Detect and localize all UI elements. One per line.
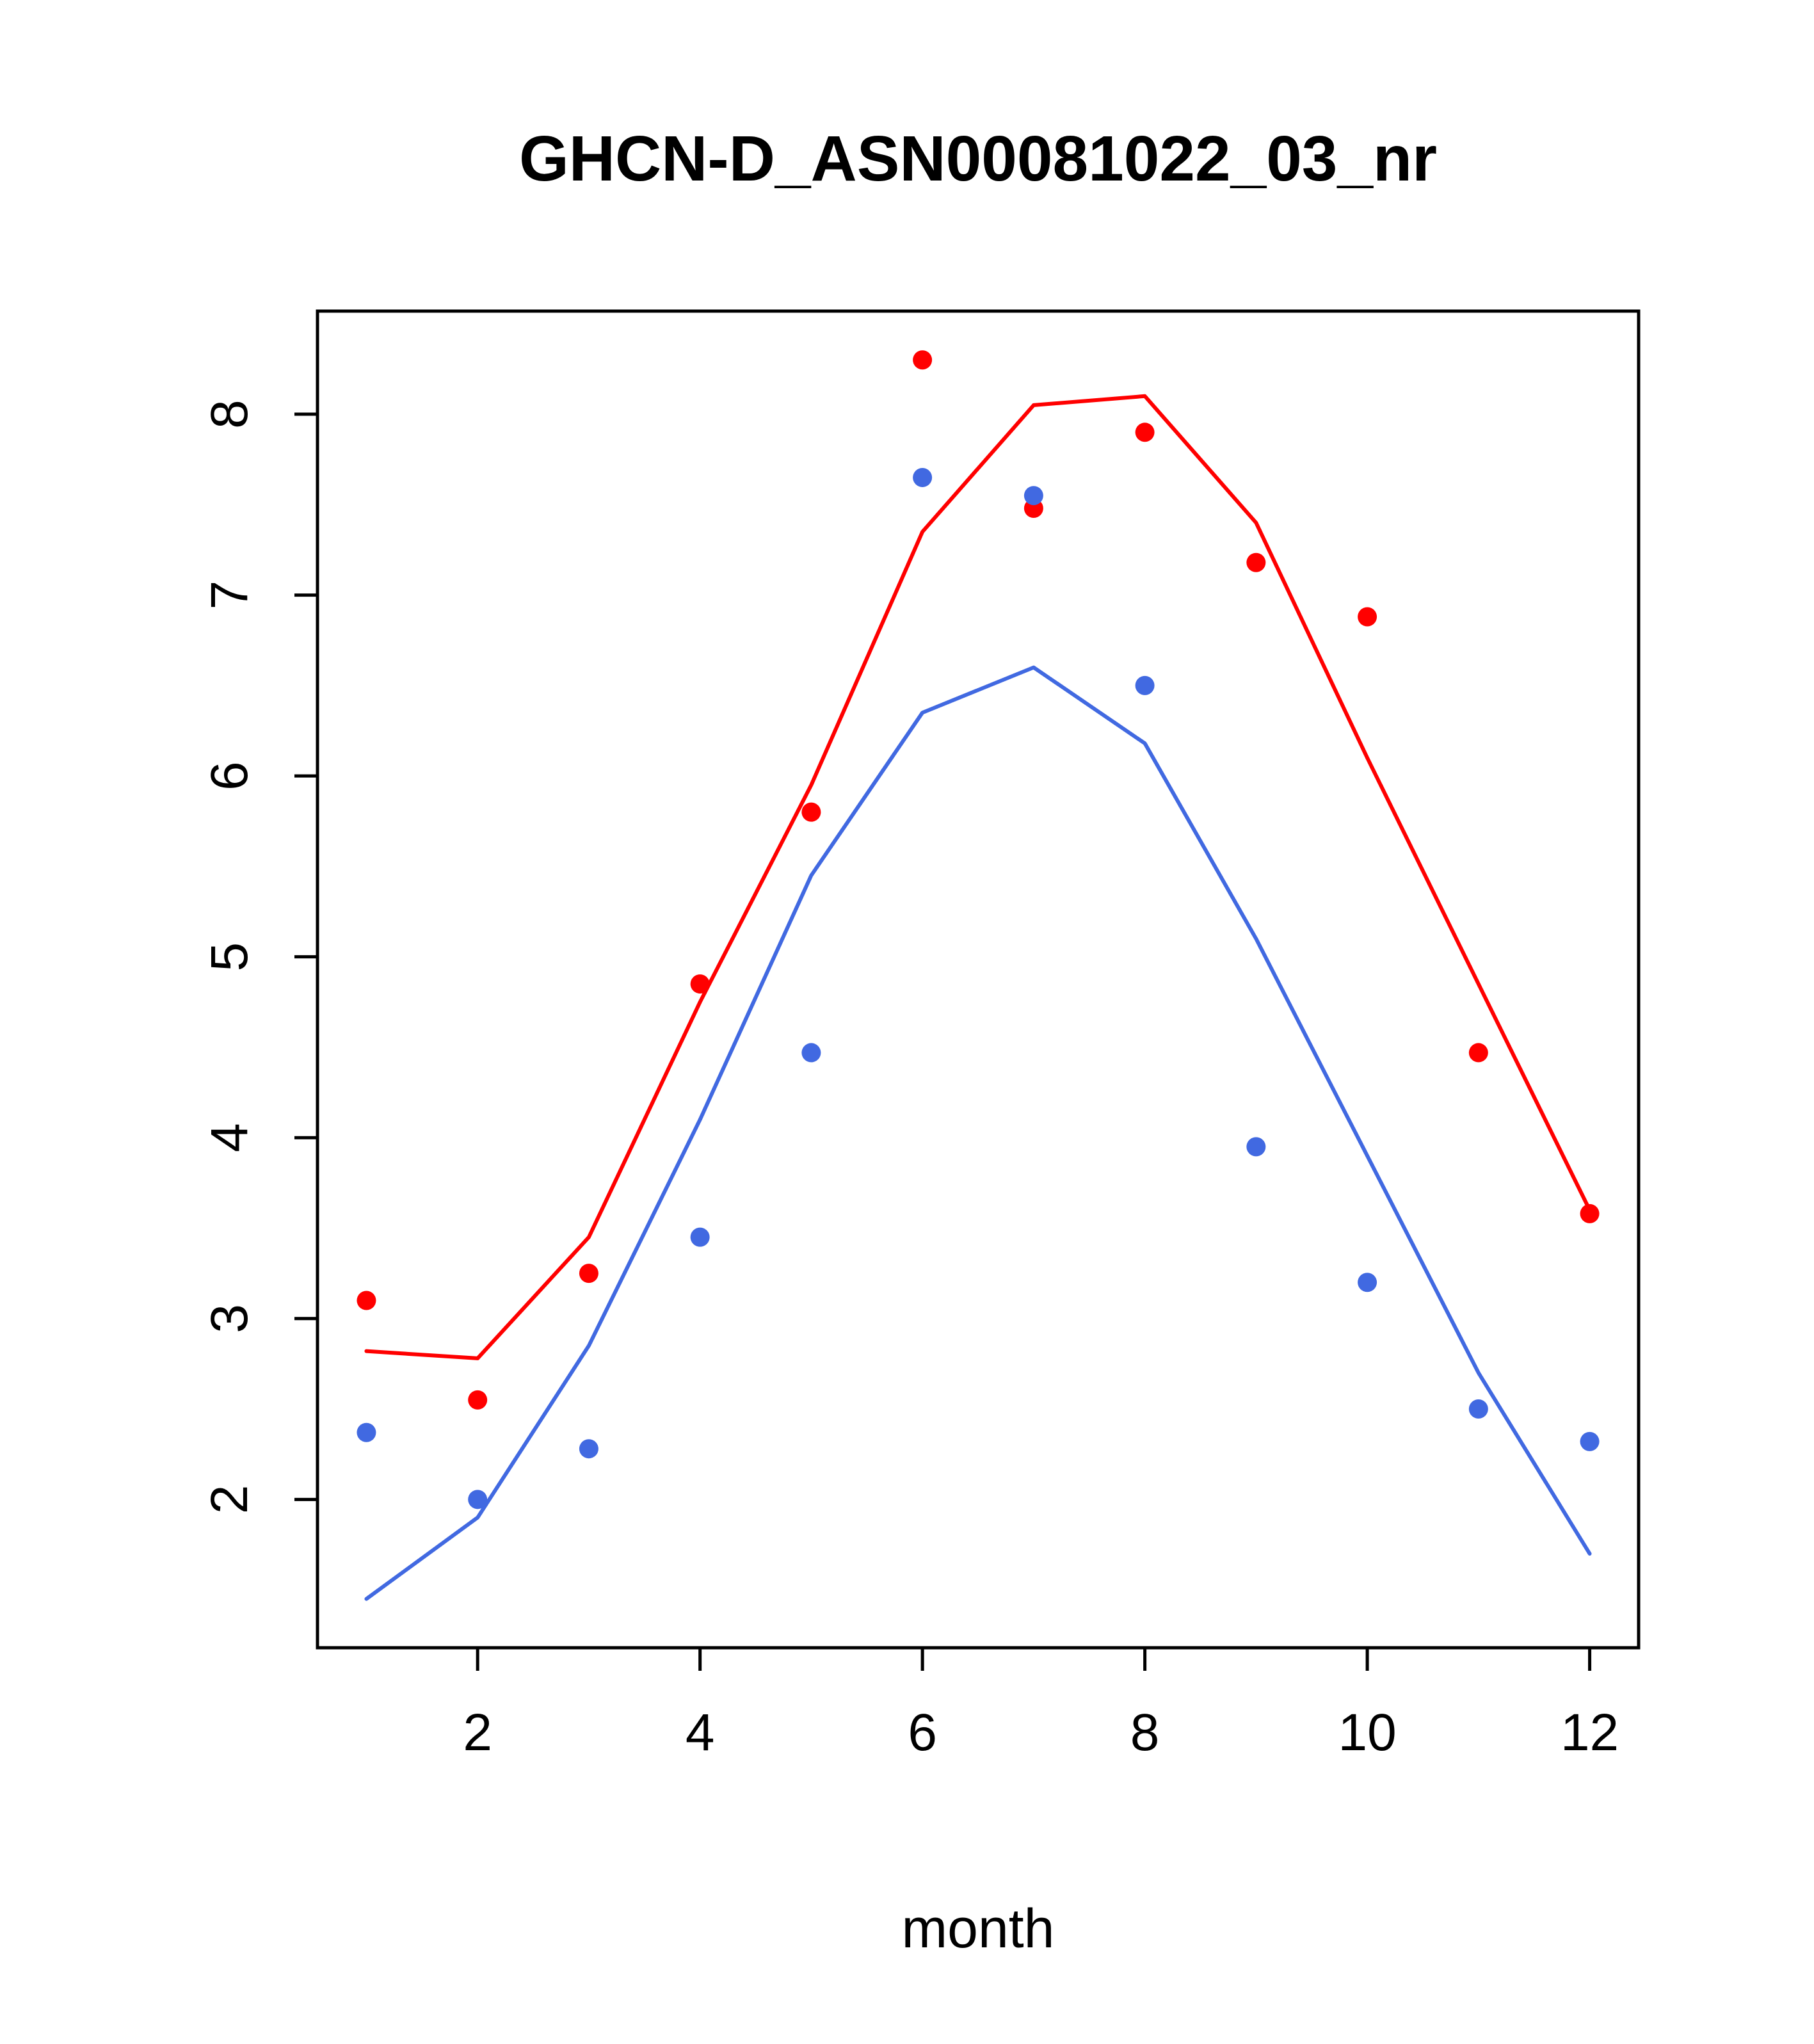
plot-frame	[316, 309, 1641, 1650]
point-red-points	[579, 1264, 598, 1284]
x-tick-label: 4	[686, 1703, 715, 1762]
point-blue-points	[1135, 675, 1155, 695]
point-red-points	[1358, 607, 1377, 627]
point-blue-points	[579, 1439, 598, 1459]
y-tick-label: 7	[200, 581, 259, 610]
y-tick-label: 3	[200, 1304, 259, 1333]
point-red-points	[1468, 1043, 1488, 1063]
point-red-points	[913, 350, 933, 370]
point-red-points	[1580, 1203, 1600, 1223]
point-blue-points	[1023, 486, 1043, 506]
series-red-line	[364, 394, 1592, 1360]
point-blue-points	[1358, 1273, 1377, 1292]
y-tick-label: 5	[200, 942, 259, 972]
point-red-points	[357, 1291, 376, 1310]
x-axis-label: month	[901, 1898, 1054, 1960]
y-tick-label: 6	[200, 761, 259, 791]
point-blue-points	[1246, 1137, 1266, 1157]
y-tick-label: 2	[200, 1485, 259, 1515]
y-tick-label: 4	[200, 1123, 259, 1152]
x-tick-label: 2	[463, 1703, 492, 1762]
y-tick-label: 8	[200, 399, 259, 429]
point-blue-points	[1468, 1399, 1488, 1419]
x-tick-label: 8	[1130, 1703, 1160, 1762]
point-blue-points	[468, 1490, 488, 1509]
point-red-points	[1246, 552, 1266, 572]
point-blue-points	[690, 1227, 710, 1247]
point-red-points	[468, 1390, 488, 1410]
point-blue-points	[1580, 1431, 1600, 1451]
chart-title: GHCN-D_ASN00081022_03_nr	[519, 123, 1437, 195]
point-blue-points	[801, 1043, 821, 1063]
plot-area: 2 4 6 8 10 12 2 3 4 5 6 7 8	[200, 309, 1641, 1762]
point-blue-points	[357, 1422, 376, 1442]
point-blue-points	[913, 467, 933, 487]
point-red-points	[1135, 422, 1155, 442]
point-red-points	[690, 974, 710, 994]
x-tick-label: 6	[908, 1703, 937, 1762]
x-tick-label: 12	[1561, 1703, 1619, 1762]
point-red-points	[801, 802, 821, 822]
x-tick-label: 10	[1338, 1703, 1396, 1762]
series-blue-line	[364, 665, 1592, 1601]
